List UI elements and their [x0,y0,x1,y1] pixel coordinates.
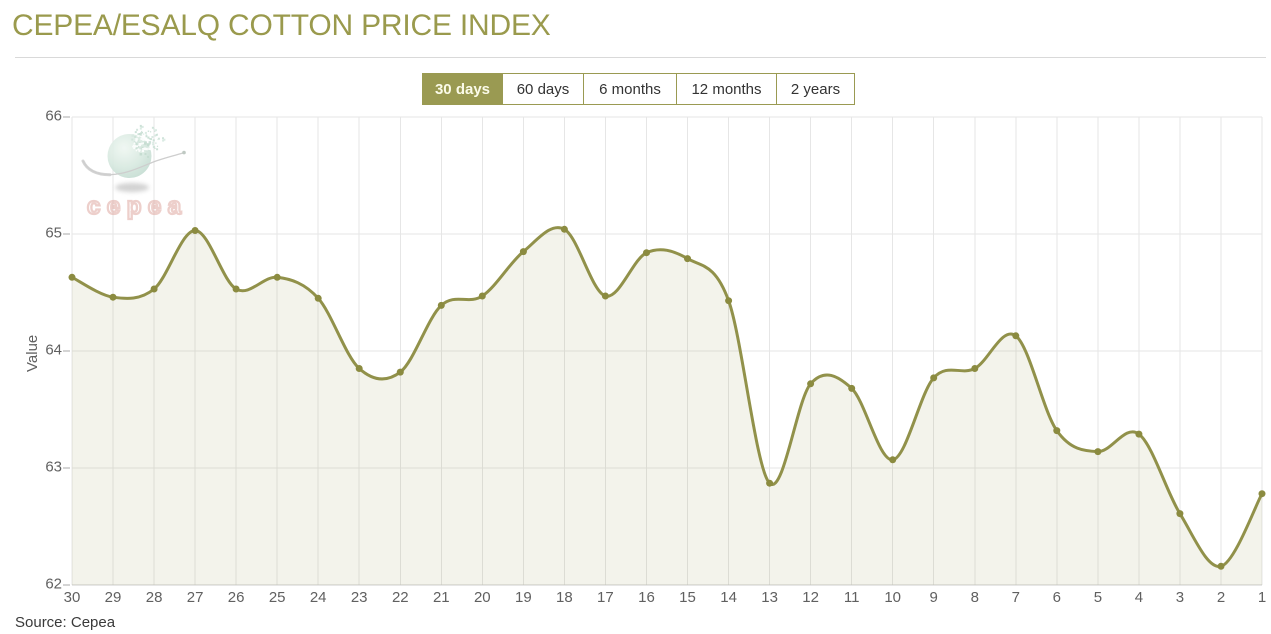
svg-text:65: 65 [45,225,62,242]
svg-text:15: 15 [679,589,696,606]
svg-text:Value: Value [24,335,41,372]
svg-text:13: 13 [761,589,778,606]
svg-text:30: 30 [64,589,81,606]
svg-text:62: 62 [45,576,62,593]
svg-text:2: 2 [1217,589,1225,606]
svg-text:63: 63 [45,459,62,476]
svg-text:21: 21 [433,589,450,606]
svg-text:22: 22 [392,589,409,606]
svg-text:20: 20 [474,589,491,606]
svg-text:66: 66 [45,108,62,125]
svg-text:19: 19 [515,589,532,606]
svg-text:18: 18 [556,589,573,606]
svg-text:12: 12 [802,589,819,606]
svg-text:25: 25 [269,589,286,606]
svg-text:6: 6 [1053,589,1061,606]
svg-text:17: 17 [597,589,614,606]
svg-text:7: 7 [1012,589,1020,606]
svg-text:14: 14 [720,589,737,606]
svg-text:1: 1 [1258,589,1266,606]
svg-text:11: 11 [844,589,860,606]
svg-text:cepea: cepea [87,193,188,220]
svg-text:23: 23 [351,589,368,606]
svg-text:3: 3 [1176,589,1184,606]
svg-text:8: 8 [971,589,979,606]
svg-text:28: 28 [146,589,163,606]
svg-text:29: 29 [105,589,122,606]
svg-text:64: 64 [45,342,62,359]
svg-text:5: 5 [1094,589,1102,606]
svg-text:10: 10 [884,589,901,606]
svg-text:16: 16 [638,589,655,606]
svg-text:26: 26 [228,589,245,606]
svg-text:27: 27 [187,589,204,606]
svg-text:9: 9 [930,589,938,606]
svg-text:4: 4 [1135,589,1143,606]
svg-text:24: 24 [310,589,327,606]
